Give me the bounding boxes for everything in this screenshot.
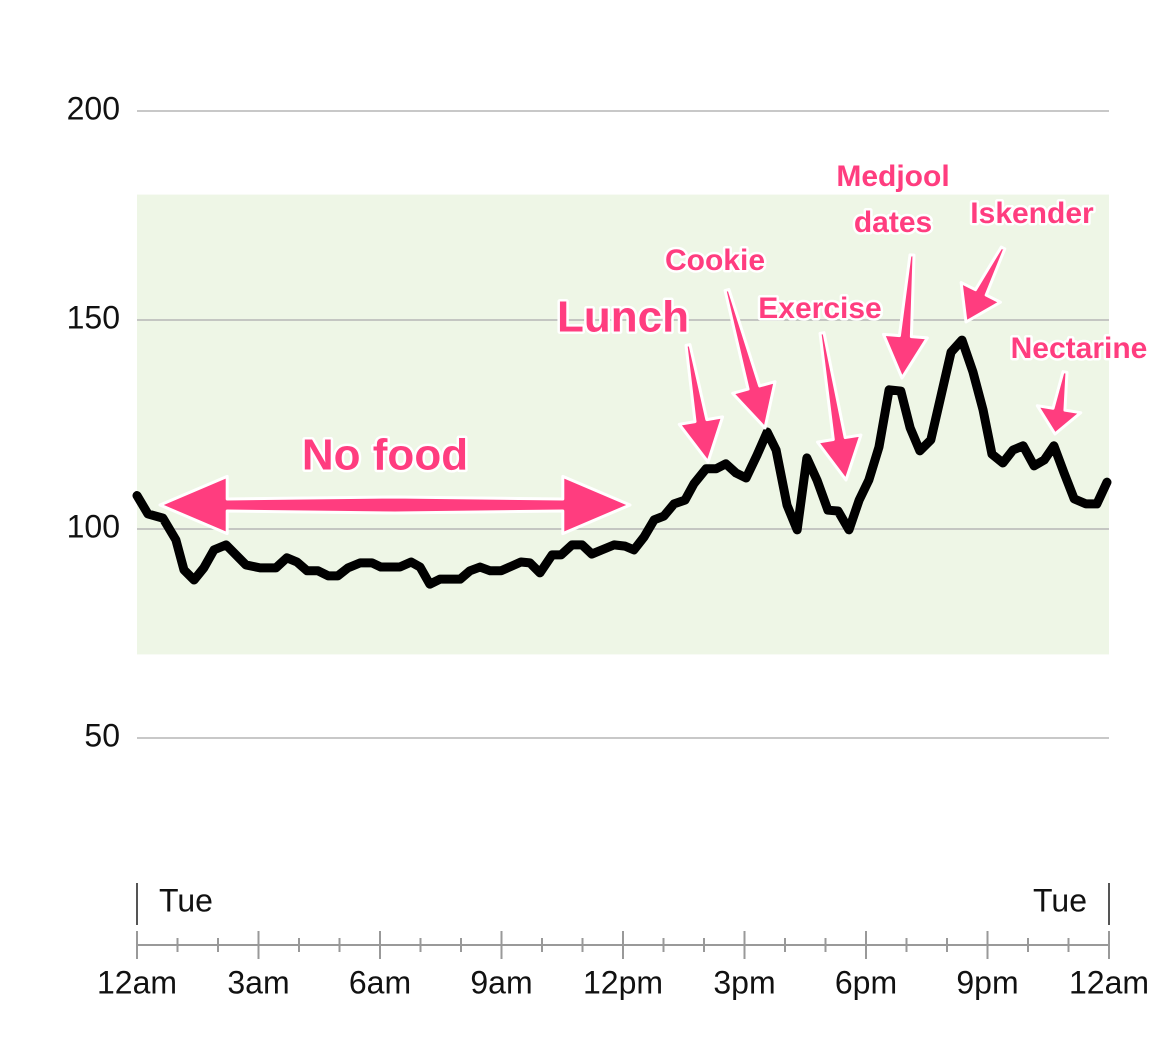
- y-tick-label: 150: [67, 299, 120, 335]
- annotation-arrow: [816, 331, 863, 482]
- x-tick-label: 6am: [349, 964, 411, 1000]
- x-tick-label: 12pm: [583, 964, 663, 1000]
- day-label: Tue: [159, 882, 213, 918]
- y-tick-label: 200: [67, 90, 120, 126]
- x-tick-label: 12am: [97, 964, 177, 1000]
- annotation-arrow: [959, 245, 1007, 324]
- annotation: Cookie: [665, 244, 765, 277]
- annotation: Iskender: [970, 197, 1094, 230]
- x-tick-label: 6pm: [835, 964, 897, 1000]
- x-tick-label: 9pm: [956, 964, 1018, 1000]
- annotation: No food: [302, 431, 468, 480]
- y-tick-label: 100: [67, 508, 120, 544]
- annotation: Medjool: [836, 160, 949, 193]
- annotation-arrow: [677, 343, 725, 464]
- x-tick-label: 3am: [227, 964, 289, 1000]
- annotation-arrow: [158, 474, 632, 536]
- annotation: Exercise: [758, 292, 881, 325]
- target-range: [137, 194, 1109, 655]
- y-tick-label: 50: [84, 717, 120, 753]
- annotation: dates: [854, 206, 932, 239]
- x-tick-label: 12am: [1069, 964, 1149, 1000]
- annotation: Nectarine: [1011, 332, 1148, 365]
- glucose-line: [132, 335, 1112, 589]
- day-label: Tue: [1033, 882, 1087, 918]
- annotation-arrow: [881, 253, 929, 380]
- annotation-arrow: [723, 287, 777, 430]
- annotation: Lunch: [557, 293, 689, 342]
- annotation-arrow: [1035, 370, 1083, 436]
- x-tick-label: 3pm: [713, 964, 775, 1000]
- x-tick-label: 9am: [470, 964, 532, 1000]
